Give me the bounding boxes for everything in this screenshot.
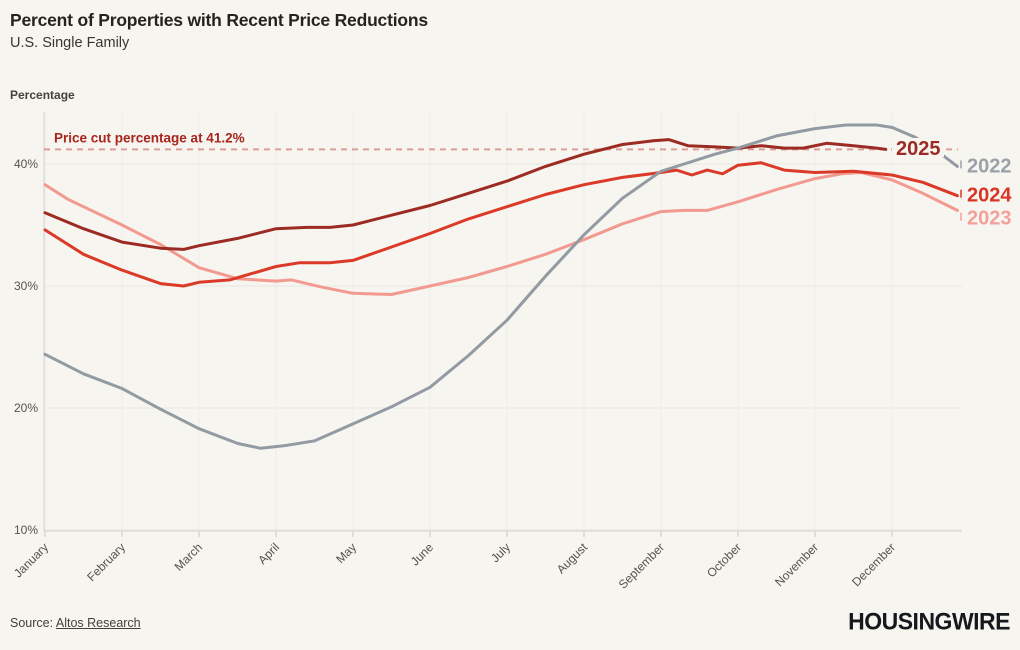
series-line-2023 xyxy=(43,171,959,296)
y-tick-label-30: 30% xyxy=(14,279,38,293)
page-subtitle: U.S. Single Family xyxy=(10,34,130,51)
x-tick-label-august: August xyxy=(554,540,591,577)
series-label-2022: 2022 xyxy=(967,155,1012,177)
x-tick-label-june: June xyxy=(408,540,437,569)
series-line-2022 xyxy=(43,123,959,450)
source-label: Source: xyxy=(10,616,56,630)
y-tick-label-40: 40% xyxy=(14,157,38,171)
x-tick-label-december: December xyxy=(849,540,898,589)
y-axis-title: Percentage xyxy=(10,88,75,102)
page-title: Percent of Properties with Recent Price … xyxy=(10,10,428,30)
x-tick-label-november: November xyxy=(772,540,821,589)
series-label-2025: 2025 xyxy=(896,138,941,160)
chart-header: Percent of Properties with Recent Price … xyxy=(10,10,428,51)
x-tick-label-march: March xyxy=(172,540,205,573)
x-tick-label-september: September xyxy=(616,540,667,591)
x-tick-label-january: January xyxy=(11,540,51,580)
x-tick-label-may: May xyxy=(333,540,359,566)
series-label-2024: 2024 xyxy=(967,185,1012,207)
series-label-2023: 2023 xyxy=(967,208,1012,230)
x-tick-label-october: October xyxy=(704,540,744,580)
y-tick-label-20: 20% xyxy=(14,401,38,415)
label-2025-bg xyxy=(892,138,944,157)
x-tick-label-february: February xyxy=(84,540,128,584)
series-line-2024 xyxy=(43,161,959,288)
housingwire-logo: HOUSINGWIRE xyxy=(848,607,1010,635)
y-tick-label-10: 10% xyxy=(14,523,38,537)
x-tick-label-july: July xyxy=(488,540,513,565)
source-link[interactable]: Altos Research xyxy=(55,616,141,630)
price-cut-annotation-label: Price cut percentage at 41.2% xyxy=(54,130,245,145)
series-line-2025 xyxy=(43,138,888,251)
x-tick-label-april: April xyxy=(255,540,282,567)
source-line: Source: Altos Research xyxy=(10,616,141,630)
